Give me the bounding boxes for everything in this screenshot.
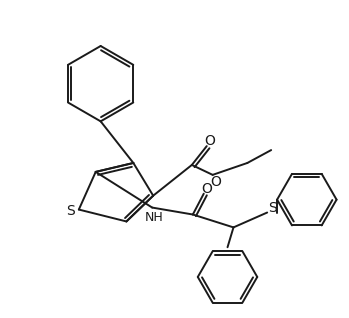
Text: O: O — [204, 134, 215, 148]
Text: O: O — [210, 175, 221, 189]
Text: S: S — [67, 204, 75, 218]
Text: S: S — [268, 201, 276, 215]
Text: NH: NH — [145, 211, 164, 224]
Text: O: O — [201, 182, 212, 196]
